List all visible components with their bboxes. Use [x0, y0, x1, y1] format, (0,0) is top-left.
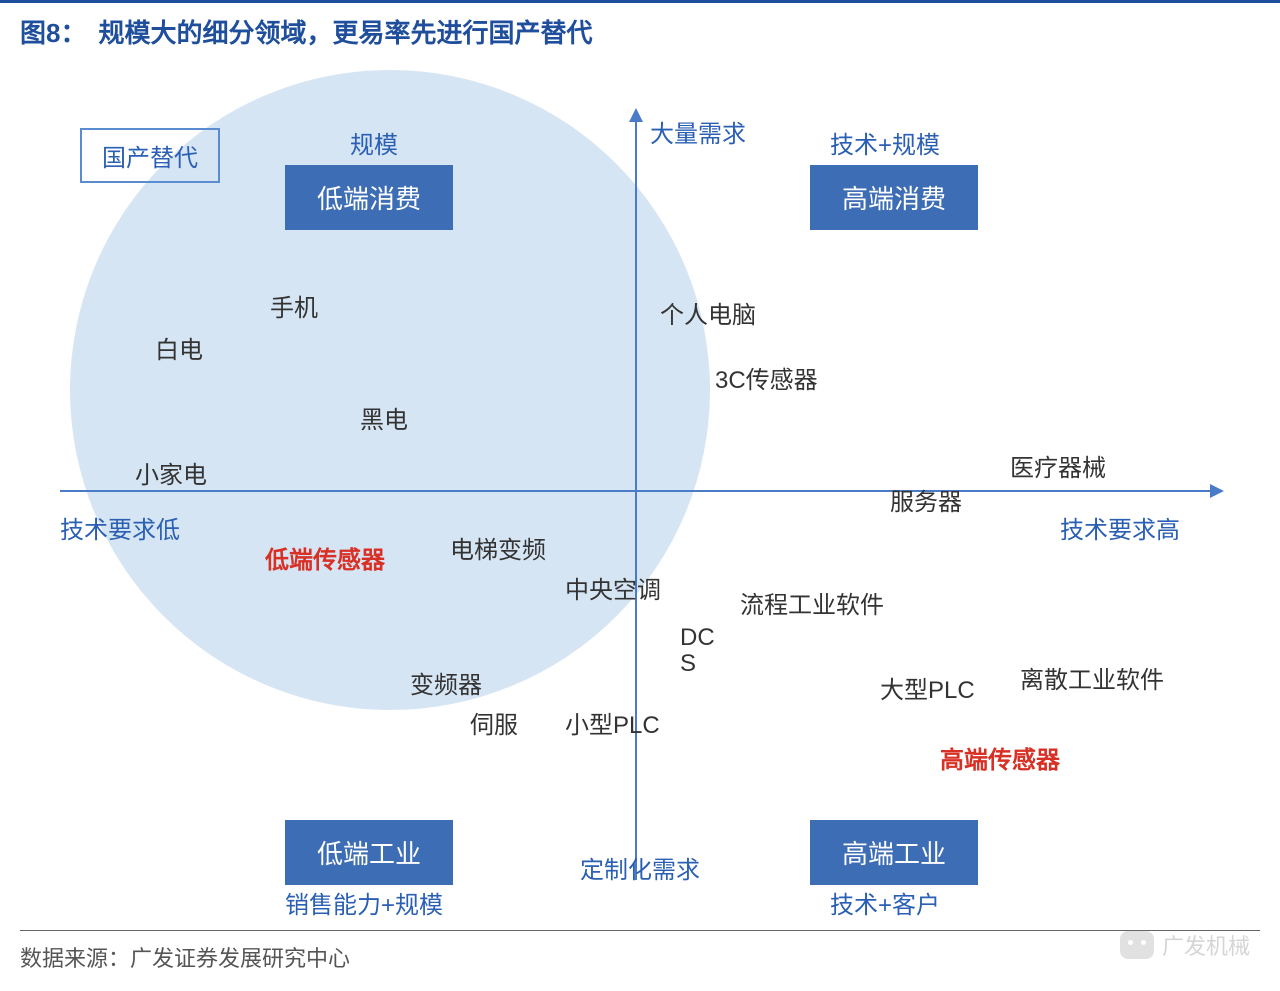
- item-13: 变频器: [410, 665, 482, 700]
- item-9: 中央空调: [565, 570, 661, 605]
- quadrant-sub-0: 规模: [350, 125, 398, 160]
- item-0: 手机: [270, 288, 318, 323]
- item-18: 高端传感器: [940, 740, 1060, 775]
- quadrant-box-2: 低端工业: [285, 820, 453, 885]
- item-5: 3C传感器: [715, 360, 818, 395]
- title-bar: 图8： 规模大的细分领域，更易率先进行国产替代: [0, 0, 1280, 60]
- legend-substitution: 国产替代: [80, 128, 220, 183]
- item-10: 低端传感器: [265, 540, 385, 575]
- item-4: 个人电脑: [660, 295, 756, 330]
- quadrant-sub-2: 销售能力+规模: [285, 885, 443, 920]
- wechat-icon: [1120, 931, 1154, 959]
- item-15: 小型PLC: [565, 705, 660, 740]
- item-12: DCS: [680, 625, 730, 678]
- item-14: 伺服: [470, 705, 518, 740]
- item-3: 小家电: [135, 455, 207, 490]
- quadrant-box-0: 低端消费: [285, 165, 453, 230]
- item-6: 医疗器械: [1010, 448, 1106, 483]
- quadrant-sub-3: 技术+客户: [830, 885, 940, 920]
- quadrant-box-1: 高端消费: [810, 165, 978, 230]
- axis-label-top: 大量需求: [650, 114, 746, 149]
- y-axis: [635, 120, 637, 880]
- quadrant-chart: 大量需求定制化需求 技术要求低 技术要求高 国产替代低端消费 规模高端消费 技术+规模低端…: [20, 70, 1260, 910]
- title-text: 规模大的细分领域，更易率先进行国产替代: [98, 13, 592, 50]
- item-11: 流程工业软件: [740, 585, 884, 620]
- item-7: 服务器: [890, 482, 962, 517]
- watermark: 广发机械: [1120, 929, 1250, 961]
- footer-source: 数据来源：广发证券发展研究中心: [20, 930, 1260, 973]
- source-text: 数据来源：广发证券发展研究中心: [20, 946, 350, 971]
- axis-label-right: 技术要求高: [1060, 510, 1180, 545]
- y-axis-arrow: [629, 108, 643, 122]
- watermark-text: 广发机械: [1162, 929, 1250, 961]
- item-17: 离散工业软件: [1020, 660, 1164, 695]
- item-2: 黑电: [360, 400, 408, 435]
- item-16: 大型PLC: [880, 670, 975, 705]
- axis-label-bottom: 定制化需求: [580, 850, 700, 885]
- item-1: 白电: [155, 330, 203, 365]
- item-8: 电梯变频: [450, 530, 546, 565]
- x-axis-arrow: [1210, 484, 1224, 498]
- quadrant-box-3: 高端工业: [810, 820, 978, 885]
- axis-label-left: 技术要求低: [60, 510, 180, 545]
- title-prefix: 图8：: [20, 13, 86, 50]
- quadrant-sub-1: 技术+规模: [830, 125, 940, 160]
